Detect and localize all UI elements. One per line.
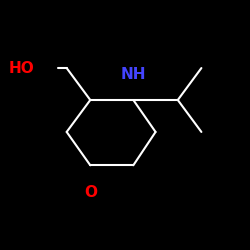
Text: NH: NH: [120, 67, 146, 82]
Text: O: O: [84, 185, 97, 200]
Text: HO: HO: [9, 60, 35, 76]
